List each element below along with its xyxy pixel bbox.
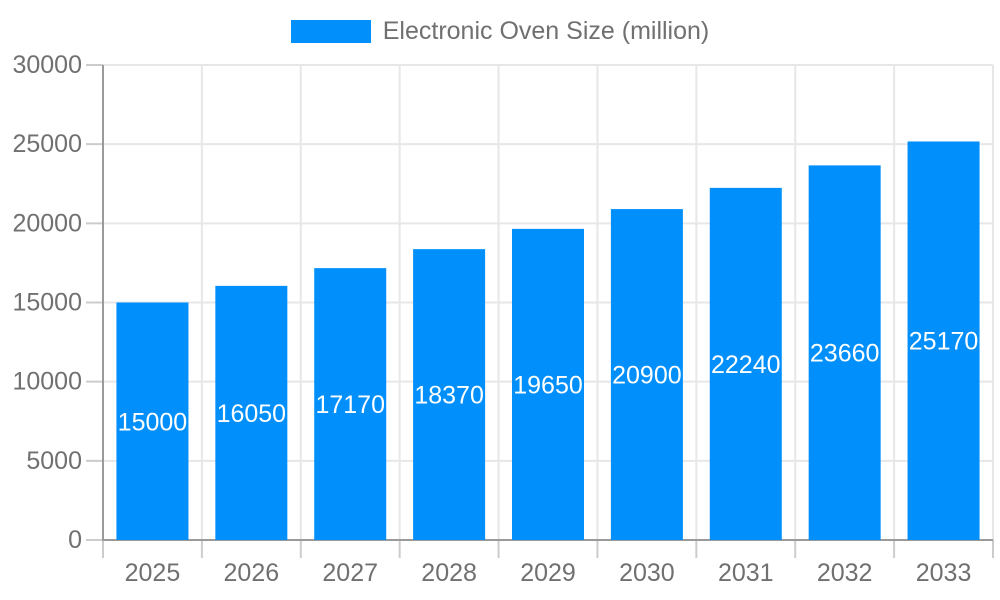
legend-item[interactable]: Electronic Oven Size (million) [0,17,1000,45]
bar-value-label: 22240 [711,351,781,379]
y-tick-label: 15000 [12,289,82,317]
bar-2027[interactable] [314,268,387,540]
bar-value-label: 19650 [513,371,583,399]
bar-2033[interactable] [907,141,980,540]
bar-value-label: 17170 [315,391,385,419]
y-tick-label: 0 [68,526,82,554]
y-tick-label: 5000 [26,447,82,475]
x-tick-label: 2025 [125,559,181,587]
bar-value-label: 25170 [909,328,979,356]
bar-2031[interactable] [709,187,782,540]
legend-label: Electronic Oven Size (million) [382,17,710,45]
x-tick-label: 2030 [619,559,675,587]
x-tick-label: 2026 [224,559,280,587]
y-tick-label: 20000 [12,209,82,237]
bar-2030[interactable] [610,209,683,541]
bar-value-label: 18370 [414,382,484,410]
legend-swatch-icon [290,20,371,43]
bar-2026[interactable] [215,285,288,540]
bar-value-label: 23660 [810,340,880,368]
x-tick-label: 2033 [916,559,972,587]
y-tick-label: 10000 [12,368,82,396]
x-tick-label: 2027 [322,559,378,587]
bar-value-label: 16050 [217,400,287,428]
bar-2028[interactable] [413,249,486,540]
y-tick-label: 30000 [12,51,82,79]
bar-value-label: 15000 [118,408,188,436]
y-tick-label: 25000 [12,130,82,158]
x-tick-label: 2029 [520,559,576,587]
bar-2025[interactable] [116,302,189,541]
bar-2029[interactable] [512,228,584,540]
bar-2032[interactable] [808,165,881,540]
x-tick-label: 2032 [817,559,873,587]
bar-value-label: 20900 [612,362,682,390]
x-tick-label: 2031 [718,559,774,587]
x-tick-label: 2028 [421,559,477,587]
